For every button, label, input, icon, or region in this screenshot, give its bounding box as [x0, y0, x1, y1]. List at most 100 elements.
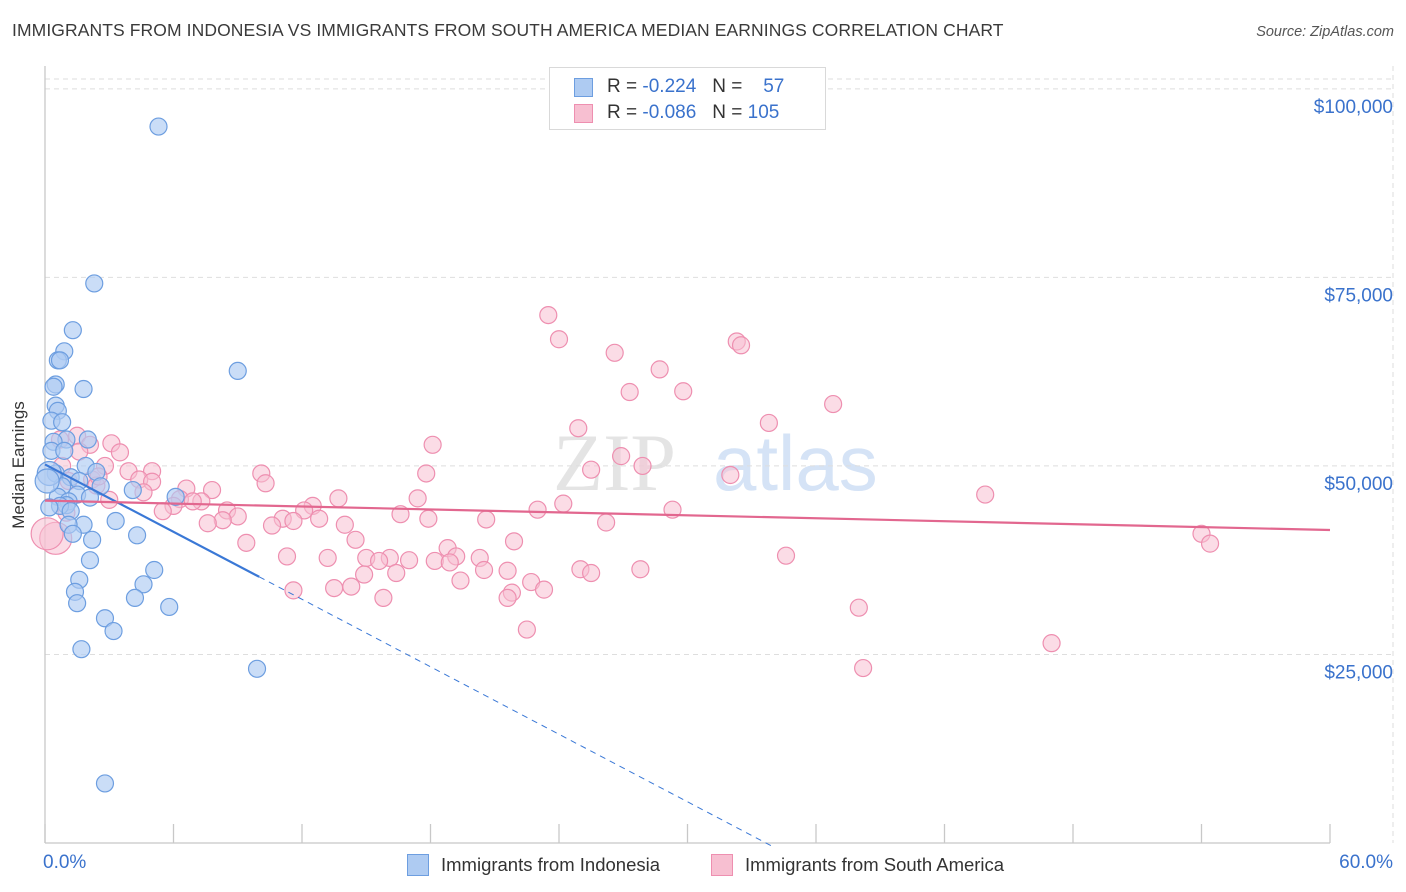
legend-r-indonesia: -0.224 — [642, 76, 697, 97]
indonesia-point — [68, 594, 87, 613]
indonesia-point — [83, 530, 102, 549]
south-america-point — [569, 419, 588, 438]
indonesia-point — [53, 413, 72, 432]
indonesia-point — [63, 524, 82, 543]
south-america-point — [554, 494, 573, 513]
legend-n-indonesia: 57 — [763, 76, 785, 97]
south-america-trendline — [44, 499, 1331, 532]
south-america-point — [30, 517, 64, 551]
legend-n-label: N = — [712, 76, 743, 97]
indonesia-point — [72, 640, 91, 659]
indonesia-point — [125, 588, 145, 608]
south-america-point — [417, 464, 436, 483]
legend-r-label: R = — [607, 102, 638, 123]
indonesia-swatch — [407, 854, 429, 876]
south-america-point — [849, 598, 868, 617]
indonesia-point — [228, 361, 247, 381]
south-america-point — [633, 456, 652, 476]
south-america-point — [318, 548, 337, 568]
south-america-point — [612, 447, 631, 466]
south-america-point — [335, 515, 354, 534]
indonesia-point — [44, 377, 63, 396]
south-america-point — [325, 578, 344, 598]
bottom-legend-south-america-label: Immigrants from South America — [745, 854, 1005, 875]
bottom-legend-indonesia-label: Immigrants from Indonesia — [441, 854, 661, 875]
indonesia-trendline-extension — [258, 576, 774, 848]
indonesia-point — [166, 487, 185, 506]
south-america-point — [374, 588, 393, 608]
indonesia-point — [104, 621, 123, 641]
legend-row-south-america: R = -0.086 N = 105 — [574, 101, 779, 125]
watermark-atlas: atlas — [713, 419, 878, 507]
indonesia-point — [34, 468, 60, 494]
south-america-point — [408, 489, 427, 508]
south-america-point — [228, 507, 247, 526]
south-america-point — [451, 571, 470, 590]
trendlines — [44, 463, 1331, 848]
y-tick-label: $50,000 — [1324, 474, 1393, 495]
south-america-point — [597, 513, 616, 532]
south-america-point — [528, 500, 547, 519]
indonesia-points — [34, 117, 267, 793]
indonesia-point — [55, 441, 74, 460]
south-america-point — [213, 511, 232, 530]
indonesia-point — [78, 430, 97, 449]
south-america-point — [262, 516, 282, 535]
y-tick-label: $100,000 — [1314, 97, 1393, 118]
legend-n-label: N = — [712, 102, 743, 123]
indonesia-point — [85, 274, 104, 293]
south-america-point — [605, 343, 624, 362]
indonesia-point — [95, 609, 115, 628]
south-america-point — [310, 509, 329, 528]
legend-r-south-america: -0.086 — [642, 102, 697, 123]
south-america-point — [498, 561, 517, 580]
south-america-point — [202, 480, 222, 500]
south-america-points — [30, 305, 1220, 678]
south-america-point — [370, 551, 389, 571]
correlation-legend: R = -0.224 N = 57 R = -0.086 N = 105 — [549, 67, 826, 130]
indonesia-point — [247, 659, 267, 678]
south-america-point — [256, 474, 275, 493]
bottom-legend-south-america: Immigrants from South America — [711, 852, 1004, 878]
south-america-point — [419, 509, 438, 528]
y-tick-label: $25,000 — [1324, 662, 1393, 683]
x-tick-label-min: 0.0% — [43, 852, 86, 873]
south-america-point — [631, 560, 650, 579]
south-america-point — [423, 435, 442, 454]
indonesia-point — [145, 560, 164, 580]
indonesia-point — [160, 597, 179, 617]
south-america-point — [183, 492, 202, 511]
indonesia-point — [149, 117, 168, 136]
south-america-point — [534, 580, 554, 599]
grid-lines — [45, 66, 1394, 843]
indonesia-point — [74, 379, 93, 399]
south-america-point — [674, 382, 693, 401]
indonesia-swatch — [574, 77, 593, 97]
south-america-point — [498, 588, 517, 608]
south-america-point — [620, 382, 639, 402]
indonesia-point — [95, 774, 115, 793]
south-america-point — [474, 560, 494, 580]
indonesia-point — [40, 498, 59, 517]
south-america-swatch — [574, 103, 593, 123]
south-america-point — [582, 460, 601, 479]
south-america-point — [110, 443, 130, 462]
south-america-point — [759, 413, 778, 433]
indonesia-point — [134, 575, 153, 594]
south-america-point — [425, 551, 444, 571]
y-tick-label: $75,000 — [1324, 285, 1393, 306]
south-america-point — [198, 514, 217, 533]
south-america-point — [277, 547, 297, 566]
south-america-point — [153, 502, 172, 521]
legend-row-indonesia: R = -0.224 N = 57 — [574, 75, 784, 99]
chart-title: IMMIGRANTS FROM INDONESIA VS IMMIGRANTS … — [12, 20, 1004, 40]
indonesia-point — [63, 321, 82, 340]
south-america-point — [346, 530, 365, 549]
bottom-legend-indonesia: Immigrants from Indonesia — [407, 852, 660, 878]
indonesia-point — [127, 526, 147, 545]
south-america-point — [355, 565, 374, 584]
south-america-point — [539, 305, 558, 325]
south-america-point — [477, 510, 496, 529]
south-america-point — [284, 581, 303, 600]
